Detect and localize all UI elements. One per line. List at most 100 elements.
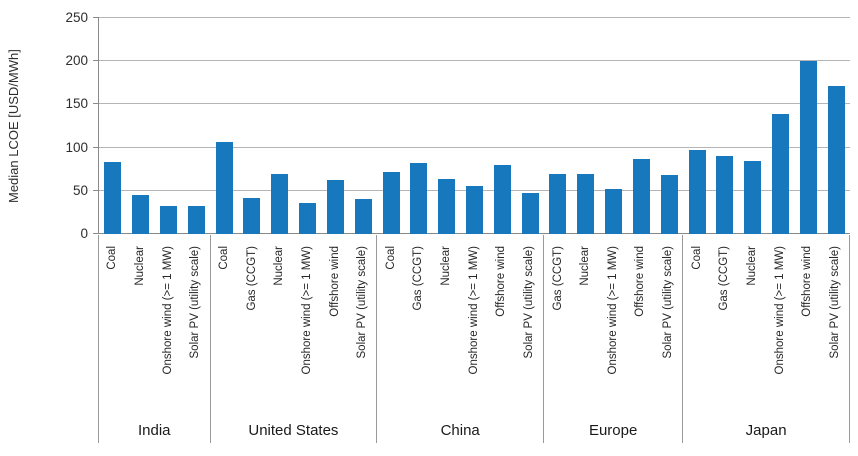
bar-slot (627, 18, 655, 234)
label-group-united-states: Coal Gas (CCGT) Nuclear Onshore wind (>= 1 … (209, 235, 377, 443)
bar-group-united-states (210, 18, 377, 234)
tech-label-slot: Coal (377, 246, 405, 270)
bar-slot (711, 18, 739, 234)
bar-slot (739, 18, 767, 234)
bar-china-onshore-wind-1-mw (466, 186, 483, 234)
label-group-india: Coal Nuclear Onshore wind (>= 1 MW) Solar P… (98, 235, 210, 443)
tech-label-slot: Gas (CCGT) (544, 246, 572, 311)
tech-label-coal: Coal (690, 246, 703, 270)
tech-label-slot: Solar PV (utility scale) (182, 246, 210, 358)
tech-label-slot: Solar PV (utility scale) (821, 246, 849, 358)
bar-united-states-nuclear (271, 174, 289, 234)
bar-europe-onshore-wind-1-mw (605, 189, 623, 234)
bar-japan-nuclear (744, 161, 762, 234)
tech-label-offshore-wind: Offshore wind (495, 246, 508, 317)
bar-group-china (377, 18, 544, 234)
bar-group-europe (544, 18, 683, 234)
bar-slot (349, 18, 377, 234)
country-label-china: China (440, 422, 480, 439)
gridline-150 (99, 103, 850, 105)
tech-label-slot: Offshore wind (321, 246, 349, 317)
tech-label-gas-ccgt: Gas (CCGT) (412, 246, 425, 311)
bar-slot (600, 18, 628, 234)
tech-label-slot: Nuclear (738, 246, 766, 286)
bar-slot (377, 18, 405, 234)
tech-label-slot: Onshore wind (>= 1 MW) (766, 246, 794, 374)
tech-label-offshore-wind: Offshore wind (801, 246, 814, 317)
bar-europe-solar-pv-utility-scale (660, 175, 678, 234)
bar-slot (516, 18, 544, 234)
bar-slot (433, 18, 461, 234)
bar-europe-offshore-wind (632, 159, 650, 234)
y-tickmark-50 (93, 189, 99, 191)
bar-slot (572, 18, 600, 234)
bar-group-japan (683, 18, 850, 234)
label-group-japan: Coal Gas (CCGT) Nuclear Onshore wind (>= 1 … (682, 235, 850, 443)
bar-china-solar-pv-utility-scale (521, 193, 539, 234)
bar-china-offshore-wind (493, 165, 511, 234)
tech-label-solar-pv-utility-scale: Solar PV (utility scale) (522, 246, 535, 359)
tech-label-gas-ccgt: Gas (CCGT) (245, 246, 258, 311)
tech-label-slot: Gas (CCGT) (711, 246, 739, 311)
bar-slot (683, 18, 711, 234)
bar-slot (99, 18, 127, 234)
tech-label-slot: Offshore wind (794, 246, 822, 317)
tech-label-onshore-wind-1-mw: Onshore wind (>= 1 MW) (606, 246, 619, 375)
tech-label-onshore-wind-1-mw: Onshore wind (>= 1 MW) (161, 246, 174, 375)
tech-label-slot: Onshore wind (>= 1 MW) (599, 246, 627, 374)
bar-japan-offshore-wind (799, 61, 817, 234)
tech-label-slot: Nuclear (572, 246, 600, 286)
bar-india-solar-pv-utility-scale (187, 206, 205, 234)
y-tickmark-100 (93, 146, 99, 148)
tech-label-nuclear: Nuclear (134, 246, 147, 286)
bar-united-states-gas-ccgt (243, 198, 261, 234)
y-tick-label-0: 0 (80, 226, 88, 241)
plot-area (93, 17, 850, 234)
y-tick-label-250: 250 (65, 10, 88, 25)
tech-label-onshore-wind-1-mw: Onshore wind (>= 1 MW) (300, 246, 313, 375)
tech-label-nuclear: Nuclear (745, 246, 758, 286)
tech-label-slot: Gas (CCGT) (405, 246, 433, 311)
gridline-100 (99, 146, 850, 148)
bar-united-states-onshore-wind-1-mw (299, 203, 317, 234)
tech-label-slot: Solar PV (utility scale) (515, 246, 543, 358)
bar-europe-gas-ccgt (549, 174, 567, 234)
tech-label-slot: Coal (99, 246, 127, 270)
tech-label-slot: Offshore wind (488, 246, 516, 317)
tech-label-slot: Gas (CCGT) (238, 246, 266, 311)
bars-container (99, 18, 850, 234)
bar-slot (182, 18, 210, 234)
tech-label-slot: Onshore wind (>= 1 MW) (460, 246, 488, 374)
tech-label-coal: Coal (218, 246, 230, 270)
tech-label-gas-ccgt: Gas (CCGT) (551, 246, 564, 311)
y-tickmark-0 (93, 233, 99, 234)
bar-japan-onshore-wind-1-mw (771, 114, 789, 234)
y-tick-label-50: 50 (72, 182, 88, 198)
bar-india-onshore-wind-1-mw (160, 206, 178, 234)
bar-slot (461, 18, 489, 234)
bar-slot (794, 18, 822, 234)
bar-slot (767, 18, 795, 234)
bar-slot (210, 18, 238, 234)
tech-label-onshore-wind-1-mw: Onshore wind (>= 1 MW) (773, 246, 786, 375)
tech-label-solar-pv-utility-scale: Solar PV (utility scale) (356, 246, 369, 359)
bar-china-gas-ccgt (410, 163, 428, 234)
tech-label-slot: Solar PV (utility scale) (655, 246, 683, 358)
bar-china-coal (382, 172, 400, 234)
bar-slot (655, 18, 683, 234)
y-tickmark-150 (93, 103, 99, 105)
tech-label-slot: Coal (211, 246, 239, 270)
tech-label-nuclear: Nuclear (579, 246, 592, 286)
label-group-europe: Gas (CCGT) Nuclear Onshore wind (>= 1 MW) O… (543, 235, 682, 443)
bar-japan-coal (688, 150, 706, 234)
tech-label-slot: Solar PV (utility scale) (349, 246, 377, 358)
bar-united-states-solar-pv-utility-scale (354, 199, 372, 234)
tech-label-slot: Onshore wind (>= 1 MW) (293, 246, 321, 374)
tech-label-coal: Coal (106, 246, 119, 270)
y-tick-label-100: 100 (65, 139, 88, 155)
tech-label-nuclear: Nuclear (273, 246, 286, 286)
y-tickmark-200 (93, 60, 99, 62)
tech-label-onshore-wind-1-mw: Onshore wind (>= 1 MW) (467, 246, 480, 375)
tech-label-slot: Nuclear (266, 246, 294, 286)
